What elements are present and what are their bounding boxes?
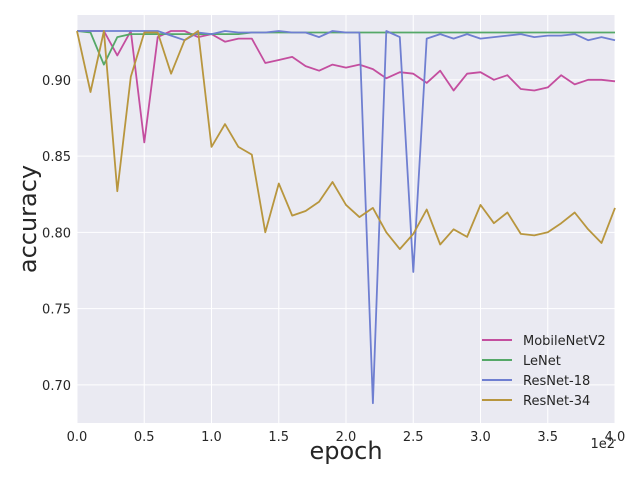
x-axis-title: epoch bbox=[309, 437, 382, 465]
x-tick-label: 1.0 bbox=[201, 430, 222, 445]
x-tick-label: 0.5 bbox=[134, 430, 155, 445]
legend-label-mobilenetv2: MobileNetV2 bbox=[523, 334, 606, 349]
x-tick-labels: 0.0 0.5 1.0 1.5 2.0 2.5 3.0 3.5 4.0 bbox=[67, 430, 626, 445]
x-offset-text: 1e2 bbox=[590, 437, 615, 452]
x-tick-label: 0.0 bbox=[67, 430, 88, 445]
x-tick-label: 2.5 bbox=[403, 430, 424, 445]
gridlines bbox=[76, 15, 616, 423]
y-tick-label: 0.90 bbox=[42, 74, 71, 89]
legend-label-lenet: LeNet bbox=[523, 354, 561, 369]
legend: MobileNetV2 LeNet ResNet-18 ResNet-34 bbox=[482, 334, 606, 409]
legend-label-resnet-34: ResNet-34 bbox=[523, 394, 590, 409]
series-line-resnet-18 bbox=[77, 30, 616, 405]
legend-label-resnet-18: ResNet-18 bbox=[523, 374, 590, 389]
y-tick-label: 0.85 bbox=[42, 150, 71, 165]
x-tick-label: 3.5 bbox=[537, 430, 558, 445]
y-axis-title: accuracy bbox=[14, 165, 42, 273]
series-line-resnet-34 bbox=[76, 30, 616, 251]
x-tick-label: 2.0 bbox=[336, 430, 357, 445]
series-lines bbox=[76, 30, 616, 405]
x-tick-label: 4.0 bbox=[605, 430, 626, 445]
y-tick-label: 0.70 bbox=[42, 379, 71, 394]
x-tick-label: 1.5 bbox=[268, 430, 289, 445]
y-tick-labels: 0.70 0.75 0.80 0.85 0.90 bbox=[42, 74, 71, 394]
x-tick-label: 3.0 bbox=[470, 430, 491, 445]
series-line-mobilenetv2 bbox=[77, 30, 616, 144]
y-tick-label: 0.80 bbox=[42, 226, 71, 241]
y-tick-label: 0.75 bbox=[42, 303, 71, 318]
